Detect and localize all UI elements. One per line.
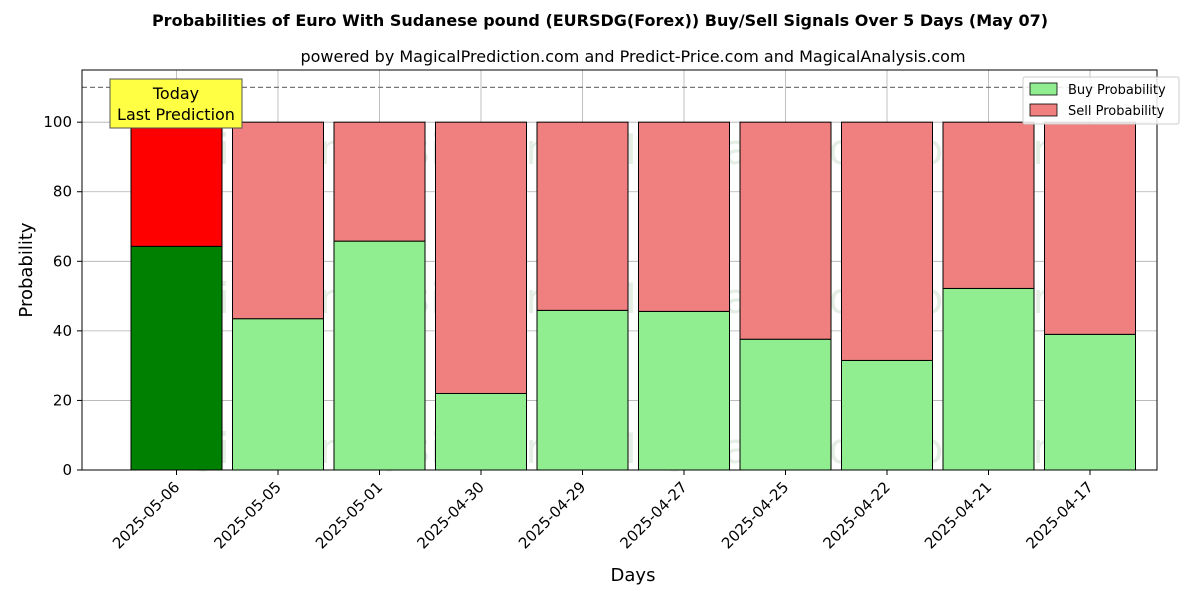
bar-sell-2025-04-27 <box>638 121 730 312</box>
y-tick-label: 80 <box>53 183 72 201</box>
y-tick-label: 40 <box>53 322 72 340</box>
legend-label-buy: Buy Probability <box>1068 83 1166 98</box>
bar-buy-2025-04-27 <box>638 310 730 471</box>
bar-sell-2025-05-01 <box>333 121 426 242</box>
y-axis-label: Probability <box>16 222 37 317</box>
chart-subtitle: powered by MagicalPrediction.com and Pre… <box>300 47 965 66</box>
bar-buy-2025-04-17 <box>1044 333 1136 471</box>
bar-sell-2025-04-29 <box>536 121 629 311</box>
bar-sell-2025-04-25 <box>739 121 832 340</box>
legend-frame <box>1022 76 1180 125</box>
bar-buy-2025-04-25 <box>739 338 832 471</box>
legend-label-sell: Sell Probability <box>1068 104 1165 119</box>
bar-sell-2025-04-30 <box>435 121 527 394</box>
chart-title: Probabilities of Euro With Sudanese poun… <box>152 11 1048 30</box>
bar-sell-2025-05-06 <box>130 121 223 247</box>
x-tick-label: 2025-04-22 <box>819 478 893 552</box>
bar-buy-2025-05-06 <box>130 245 223 471</box>
legend-swatch-sell <box>1029 103 1058 117</box>
x-tick-label: 2025-05-01 <box>312 478 386 552</box>
x-axis-ticks: 2025-05-06 2025-05-05 2025-05-01 2025-04-30… <box>109 470 1097 552</box>
x-tick-label: 2025-04-29 <box>515 478 589 552</box>
x-tick-label: 2025-04-27 <box>616 478 690 552</box>
bar-buy-2025-05-05 <box>232 318 324 471</box>
y-tick-label: 20 <box>53 391 72 409</box>
annotation-line2: Last Prediction <box>117 105 235 124</box>
x-tick-label: 2025-04-30 <box>413 478 487 552</box>
bars <box>130 121 1136 471</box>
y-tick-label: 100 <box>43 113 72 131</box>
plot-frame <box>81 69 1158 471</box>
x-tick-label: 2025-04-25 <box>718 478 792 552</box>
y-axis-ticks: 0 20 40 60 80 100 <box>43 113 82 479</box>
y-tick-label: 60 <box>53 252 72 270</box>
bar-buy-2025-05-01 <box>333 240 426 471</box>
bar-buy-2025-04-22 <box>841 359 933 471</box>
today-annotation: Today Last Prediction <box>109 78 243 129</box>
x-tick-label: 2025-05-05 <box>210 478 284 552</box>
legend: Buy Probability Sell Probability <box>1022 76 1180 125</box>
annotation-box <box>109 78 243 129</box>
bar-sell-2025-05-05 <box>232 121 324 320</box>
bar-sell-2025-04-17 <box>1044 121 1136 335</box>
x-tick-label: 2025-04-21 <box>921 478 995 552</box>
bar-sell-2025-04-21 <box>942 121 1035 289</box>
x-axis-label: Days <box>611 565 656 586</box>
y-tick-label: 0 <box>62 461 72 479</box>
annotation-line1: Today <box>152 84 199 103</box>
bar-sell-2025-04-22 <box>841 121 933 361</box>
x-tick-label: 2025-05-06 <box>109 478 183 552</box>
x-tick-label: 2025-04-17 <box>1022 478 1096 552</box>
bar-buy-2025-04-29 <box>536 309 629 471</box>
bar-buy-2025-04-30 <box>435 392 527 471</box>
legend-swatch-buy <box>1029 82 1058 96</box>
bar-buy-2025-04-21 <box>942 287 1035 471</box>
